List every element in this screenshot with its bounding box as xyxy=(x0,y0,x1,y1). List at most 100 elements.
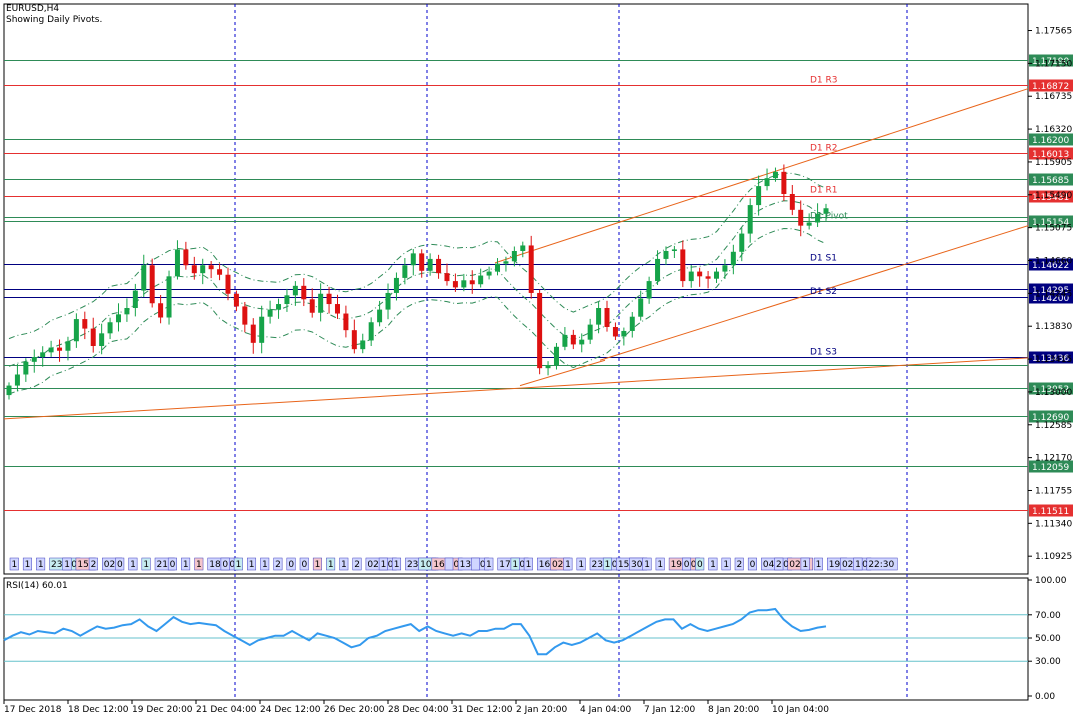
candle-body xyxy=(553,346,559,365)
level-price-text: 1.14622 xyxy=(1032,261,1069,271)
time-marker-label: 10: xyxy=(420,560,434,570)
time-tick-label: 7 Jan 12:00 xyxy=(644,705,696,715)
time-marker-box xyxy=(339,557,349,571)
level-price-badge xyxy=(1029,173,1073,186)
candle-body xyxy=(343,313,349,331)
candle-body xyxy=(764,178,770,187)
candle-body xyxy=(629,316,635,331)
lower-channel-trendline xyxy=(599,225,1029,361)
candle-body xyxy=(722,265,728,272)
time-marker-box xyxy=(392,557,402,571)
candle-body xyxy=(301,285,307,300)
level-price-badge xyxy=(1029,410,1073,423)
candle-body xyxy=(141,265,147,291)
time-marker-label: 15: xyxy=(77,560,91,570)
time-marker-label: 16: xyxy=(539,560,553,570)
envelope-upper xyxy=(8,172,827,340)
moving-average-layer xyxy=(8,172,827,395)
candle-body xyxy=(6,385,12,396)
candle-body xyxy=(158,303,164,318)
time-marker-label: 1 xyxy=(328,560,334,570)
level-price-text: 1.13052 xyxy=(1032,385,1069,395)
candle-body xyxy=(124,308,130,315)
time-marker-box xyxy=(167,557,177,571)
level-price-badge xyxy=(1029,351,1073,364)
time-marker-label: 1 xyxy=(183,560,189,570)
candle-body xyxy=(604,308,610,327)
candle-body xyxy=(318,293,324,313)
rsi-panel-frame xyxy=(3,577,1029,701)
candle-body xyxy=(469,280,475,285)
level-price-badge xyxy=(1029,504,1073,517)
rsi-tick-label: 50.00 xyxy=(1035,634,1061,644)
grid-layer xyxy=(3,3,1029,701)
level-price-text: 1.15154 xyxy=(1032,218,1069,228)
candle-body xyxy=(798,209,804,226)
time-tick-label: 18 Dec 12:00 xyxy=(68,705,129,715)
time-marker-box xyxy=(233,557,243,571)
time-marker-box xyxy=(721,557,731,571)
level-layer xyxy=(4,60,1028,511)
time-marker-label: 02: xyxy=(104,560,118,570)
time-marker-label: 2 xyxy=(354,560,360,570)
time-marker-box xyxy=(220,557,230,571)
pivot-label: D1 S3 xyxy=(810,347,837,357)
candle-body xyxy=(267,309,273,317)
candle-body xyxy=(781,171,787,194)
level-price-badge xyxy=(1029,382,1073,395)
candle-body xyxy=(419,253,425,271)
candle-body xyxy=(351,330,357,350)
time-marker-box xyxy=(299,557,309,571)
time-marker-label: 1 xyxy=(710,560,716,570)
time-marker-box xyxy=(115,557,125,571)
candle-body xyxy=(714,271,720,279)
candle-body xyxy=(663,251,669,259)
time-marker-box xyxy=(88,557,98,571)
time-marker-box xyxy=(747,557,757,571)
candle-body xyxy=(806,222,812,226)
time-marker-box xyxy=(326,557,336,571)
candle-body xyxy=(655,258,661,282)
time-marker-label: 1 xyxy=(644,560,650,570)
time-marker-label: 0 xyxy=(222,560,228,570)
level-price-text: 1.16013 xyxy=(1032,150,1069,160)
candle-body xyxy=(596,308,602,325)
time-marker-box xyxy=(62,557,72,571)
rsi-tick-label: 100.00 xyxy=(1035,576,1067,586)
candle-body xyxy=(242,306,248,325)
candle-body xyxy=(427,258,433,271)
time-marker-label: 1 xyxy=(196,560,202,570)
candle-body xyxy=(259,316,265,343)
candle-body xyxy=(132,290,138,308)
pivot-label-layer: D1 R3 D1 R2 D1 R1 D1 Pivot D1 S1 D1 S2 D1 S3 xyxy=(810,75,848,357)
candle-body xyxy=(520,245,526,251)
candle-body xyxy=(486,271,492,276)
time-tick-label: 31 Dec 12:00 xyxy=(452,705,513,715)
time-marker-box xyxy=(260,557,270,571)
pivot-label: D1 Pivot xyxy=(810,211,848,221)
time-tick-label: 21 Dec 04:00 xyxy=(196,705,257,715)
candle-body xyxy=(292,285,298,296)
rsi-tick-label: 30.00 xyxy=(1035,657,1061,667)
time-marker-box xyxy=(734,557,744,571)
price-tick-label: 1.13830 xyxy=(1035,322,1072,332)
candle-body xyxy=(250,324,256,343)
rsi-layer xyxy=(3,607,1028,662)
level-price-badge xyxy=(1029,460,1073,473)
time-marker-label: 0 xyxy=(684,560,690,570)
rsi-title: RSI(14) 60.01 xyxy=(6,581,68,591)
price-tick-label: 1.15075 xyxy=(1035,224,1072,234)
price-tick-label: 1.12170 xyxy=(1035,454,1072,464)
time-marker-box xyxy=(352,557,362,571)
time-marker-label: 1 xyxy=(565,560,571,570)
candle-body xyxy=(436,258,442,274)
candle-body xyxy=(638,298,644,317)
pivot-label: D1 S1 xyxy=(810,254,837,264)
candle-body xyxy=(528,245,534,293)
candle-body xyxy=(360,340,366,350)
candle-body xyxy=(115,314,121,323)
time-marker-label: 1 xyxy=(512,560,518,570)
level-price-text: 1.16200 xyxy=(1032,136,1069,146)
candle-body xyxy=(478,275,484,285)
candle-body xyxy=(225,274,231,294)
